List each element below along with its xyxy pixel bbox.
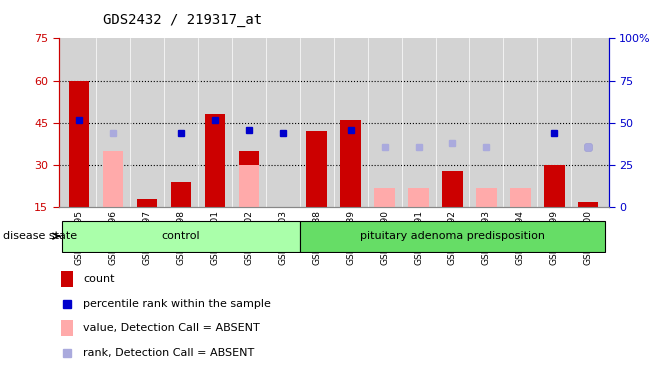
Bar [374,188,395,207]
Bar [171,182,191,207]
Bar [340,120,361,207]
Text: percentile rank within the sample: percentile rank within the sample [83,299,271,309]
Bar [544,165,564,207]
Bar [510,188,531,207]
Bar [204,114,225,207]
Bar [578,202,598,207]
Text: count: count [83,274,115,285]
Bar [299,220,605,252]
Bar [307,131,327,207]
Text: GDS2432 / 219317_at: GDS2432 / 219317_at [103,13,262,27]
Text: control: control [161,231,200,241]
Bar [69,81,89,207]
Text: pituitary adenoma predisposition: pituitary adenoma predisposition [360,231,545,241]
Text: rank, Detection Call = ABSENT: rank, Detection Call = ABSENT [83,348,255,358]
Bar [408,188,429,207]
Bar [442,171,463,207]
Text: disease state: disease state [3,231,77,241]
Bar [238,165,259,207]
Bar [477,188,497,207]
Bar [61,271,73,287]
Bar [62,220,299,252]
Bar [61,320,73,336]
Bar [137,199,157,207]
Bar [103,151,123,207]
Text: value, Detection Call = ABSENT: value, Detection Call = ABSENT [83,323,260,333]
Bar [238,151,259,207]
